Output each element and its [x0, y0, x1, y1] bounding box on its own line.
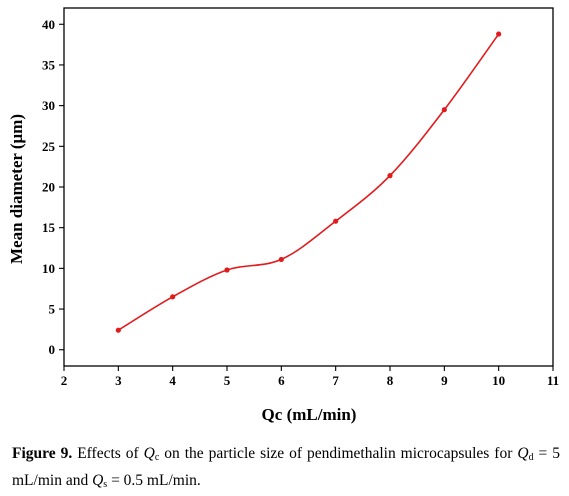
y-axis-ticks: 0 5 10 15 20 25 30 35 40 [42, 17, 64, 357]
y-tick-label: 10 [42, 261, 55, 276]
y-tick-label: 40 [42, 17, 55, 32]
data-point [441, 107, 447, 113]
x-tick-label: 9 [441, 373, 448, 388]
data-point [224, 267, 230, 273]
x-tick-label: 4 [169, 373, 176, 388]
y-tick-label: 25 [42, 139, 56, 154]
y-tick-label: 15 [42, 220, 56, 235]
y-tick-label: 0 [49, 342, 56, 357]
y-tick-label: 20 [42, 180, 55, 195]
x-tick-label: 7 [332, 373, 339, 388]
x-tick-label: 5 [224, 373, 231, 388]
series-line [117, 33, 500, 331]
data-point [170, 294, 176, 300]
data-point [333, 218, 339, 224]
caption-text-2: on the particle size of pendimethalin mi… [159, 445, 518, 462]
caption-qd-symbol: Qd [517, 445, 534, 463]
caption-qc-symbol: Qc [143, 445, 160, 463]
data-point [387, 173, 393, 179]
data-point [278, 256, 284, 263]
x-tick-label: 8 [387, 373, 394, 388]
figure-caption: Figure 9. Effects of Qc on the particle … [12, 442, 560, 496]
x-axis-ticks: 2 3 4 5 6 7 8 9 10 11 [61, 366, 559, 388]
x-tick-label: 2 [61, 373, 68, 388]
y-tick-label: 35 [42, 57, 56, 72]
figure-label: Figure 9. [12, 445, 73, 462]
x-tick-label: 10 [492, 373, 505, 388]
x-tick-label: 11 [547, 373, 559, 388]
caption-qs-symbol: Qs [92, 472, 108, 490]
y-tick-label: 5 [49, 302, 56, 317]
data-point [115, 327, 121, 333]
x-axis-title: Qc (mL/min) [262, 405, 357, 424]
caption-text-4: = 0.5 mL/min. [107, 472, 201, 489]
caption-text-1: Effects of [77, 445, 144, 462]
line-chart: 2 3 4 5 6 7 8 9 10 11 0 5 10 15 20 25 30 35 40 Qc (mL/min… [7, 7, 559, 424]
caption-text-3: = 5 mL/min and [12, 445, 560, 489]
x-tick-label: 6 [278, 373, 285, 388]
x-tick-label: 3 [115, 373, 122, 388]
data-point [496, 31, 502, 37]
series-layer [115, 31, 502, 333]
y-tick-label: 30 [42, 98, 55, 113]
y-axis-title: Mean diameter (μm) [7, 114, 26, 264]
